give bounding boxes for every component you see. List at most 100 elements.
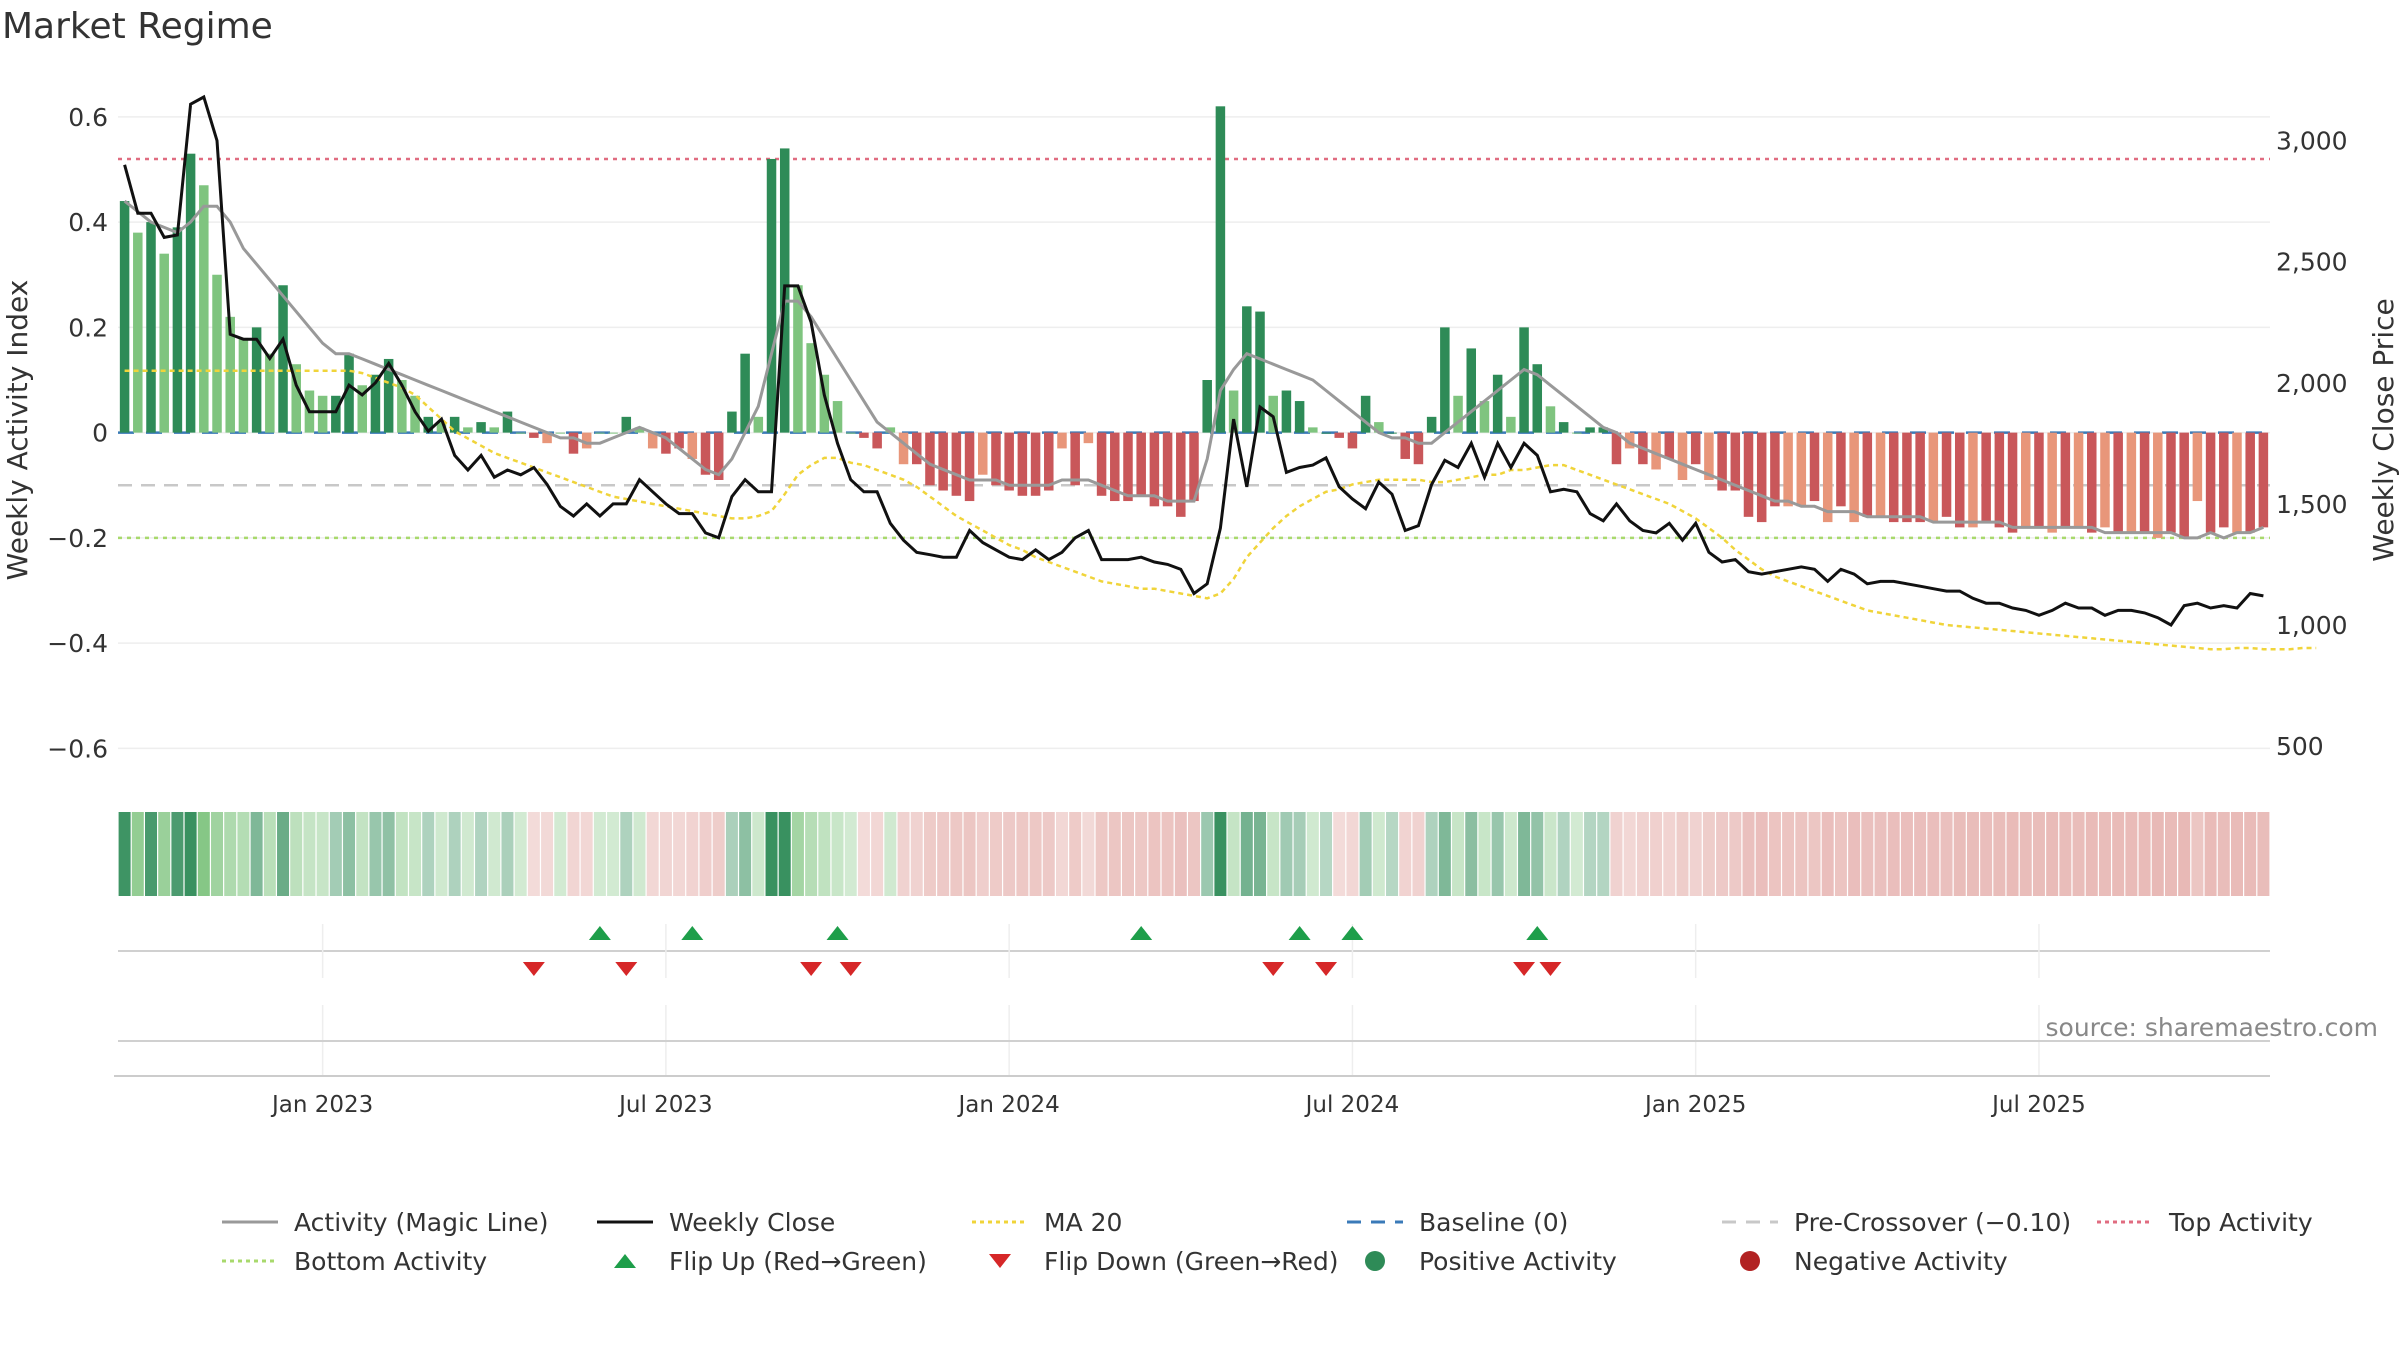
heat-cell (250, 812, 263, 896)
activity-bar (1875, 432, 1886, 517)
activity-bar (317, 395, 328, 433)
activity-bar (449, 416, 460, 433)
activity-bar (1506, 416, 1516, 433)
activity-bar (1836, 432, 1846, 507)
heat-cell (2257, 812, 2270, 896)
flip-down-marker (1262, 962, 1285, 976)
activity-bar (1268, 395, 1278, 433)
heat-cell (752, 812, 765, 896)
legend-label: Weekly Close (669, 1207, 836, 1237)
y-tick-label: −0.4 (47, 629, 108, 658)
activity-bar (1611, 432, 1622, 465)
activity-bar (2100, 432, 2110, 528)
heat-cell (1848, 812, 1861, 896)
activity-bar (964, 432, 975, 502)
activity-bar (753, 416, 764, 433)
heat-cell (395, 812, 408, 896)
heat-cell (118, 812, 131, 896)
heat-cell (541, 812, 554, 896)
y-tick-label: 0.4 (68, 208, 108, 237)
activity-bar (1162, 432, 1173, 507)
heat-cell (1320, 812, 1333, 896)
legend-item: Flip Up (Red→Green) (595, 1246, 927, 1276)
activity-bar (1849, 432, 1859, 523)
activity-bar (1783, 432, 1793, 507)
heat-cell (2006, 812, 2019, 896)
activity-bar (1915, 432, 1925, 523)
heat-cell (1465, 812, 1478, 896)
heat-cell (1887, 812, 1900, 896)
legend-swatch (222, 1220, 278, 1224)
legend-item: Pre-Crossover (−0.10) (1720, 1207, 2071, 1237)
heat-cell (131, 812, 144, 896)
legend-item: Bottom Activity (220, 1246, 487, 1276)
y2-tick-label: 2,000 (2276, 369, 2348, 398)
activity-bar (2126, 432, 2137, 533)
activity-bar (1743, 432, 1754, 517)
heat-cell (2032, 812, 2045, 896)
activity-bar (331, 395, 341, 433)
activity-bar (502, 411, 513, 433)
heat-cell (2125, 812, 2138, 896)
activity-bar (2034, 432, 2044, 528)
heat-cell (2019, 812, 2032, 896)
activity-bar (1690, 432, 1701, 465)
legend-swatch (614, 1254, 636, 1268)
heat-cell (1201, 812, 1214, 896)
heat-cell (923, 812, 936, 896)
heat-cell (1227, 812, 1240, 896)
heat-cell (1531, 812, 1544, 896)
heat-cell (1082, 812, 1095, 896)
activity-bar (2047, 432, 2057, 533)
flip-up-marker (1130, 926, 1153, 940)
activity-bar (1677, 432, 1688, 480)
y2-tick-label: 1,500 (2276, 490, 2348, 519)
heat-cell (1121, 812, 1134, 896)
activity-bar (1994, 432, 2005, 528)
y-tick-label: −0.6 (47, 734, 108, 763)
activity-bar (1770, 432, 1780, 507)
heat-cell (1966, 812, 1979, 896)
activity-bar (2153, 432, 2163, 538)
legend-item: Negative Activity (1720, 1246, 2008, 1276)
flip-down-marker (1513, 962, 1536, 976)
legend-swatch (1740, 1251, 1760, 1271)
activity-bar (436, 422, 447, 433)
activity-bar (1479, 401, 1490, 433)
legend-label: Negative Activity (1794, 1246, 2008, 1276)
activity-bar (1176, 432, 1186, 517)
activity-bar (1255, 311, 1265, 433)
heat-cell (184, 812, 197, 896)
activity-bar (1704, 432, 1714, 480)
y-tick-label: −0.2 (47, 524, 108, 553)
heat-cell (356, 812, 369, 896)
flip-up-marker (1526, 926, 1549, 940)
activity-bar (1717, 432, 1727, 491)
activity-bar (2139, 432, 2150, 533)
activity-bar (568, 432, 579, 454)
activity-bar (1294, 401, 1305, 433)
activity-bar (238, 337, 249, 433)
flip-up-marker (1341, 926, 1364, 940)
heat-cell (224, 812, 237, 896)
activity-bar (1981, 432, 1991, 523)
heat-cell (646, 812, 659, 896)
legend-swatch (1722, 1220, 1778, 1224)
heat-cell (554, 812, 567, 896)
heat-cell (409, 812, 422, 896)
magic-line (123, 199, 2264, 540)
x-tick-label: Jan 2025 (1643, 1092, 1746, 1118)
heat-cell (633, 812, 646, 896)
y2-tick-label: 1,000 (2276, 611, 2348, 640)
heat-cell (884, 812, 897, 896)
heat-cell (1174, 812, 1187, 896)
activity-bar (133, 232, 143, 433)
activity-bar (1374, 422, 1384, 433)
y-tick-label: 0 (92, 419, 108, 448)
activity-bar (911, 432, 922, 465)
heat-cell (1016, 812, 1029, 896)
activity-bar (951, 432, 962, 496)
heat-cell (1689, 812, 1702, 896)
activity-bar (1664, 432, 1675, 459)
heat-cell (897, 812, 910, 896)
